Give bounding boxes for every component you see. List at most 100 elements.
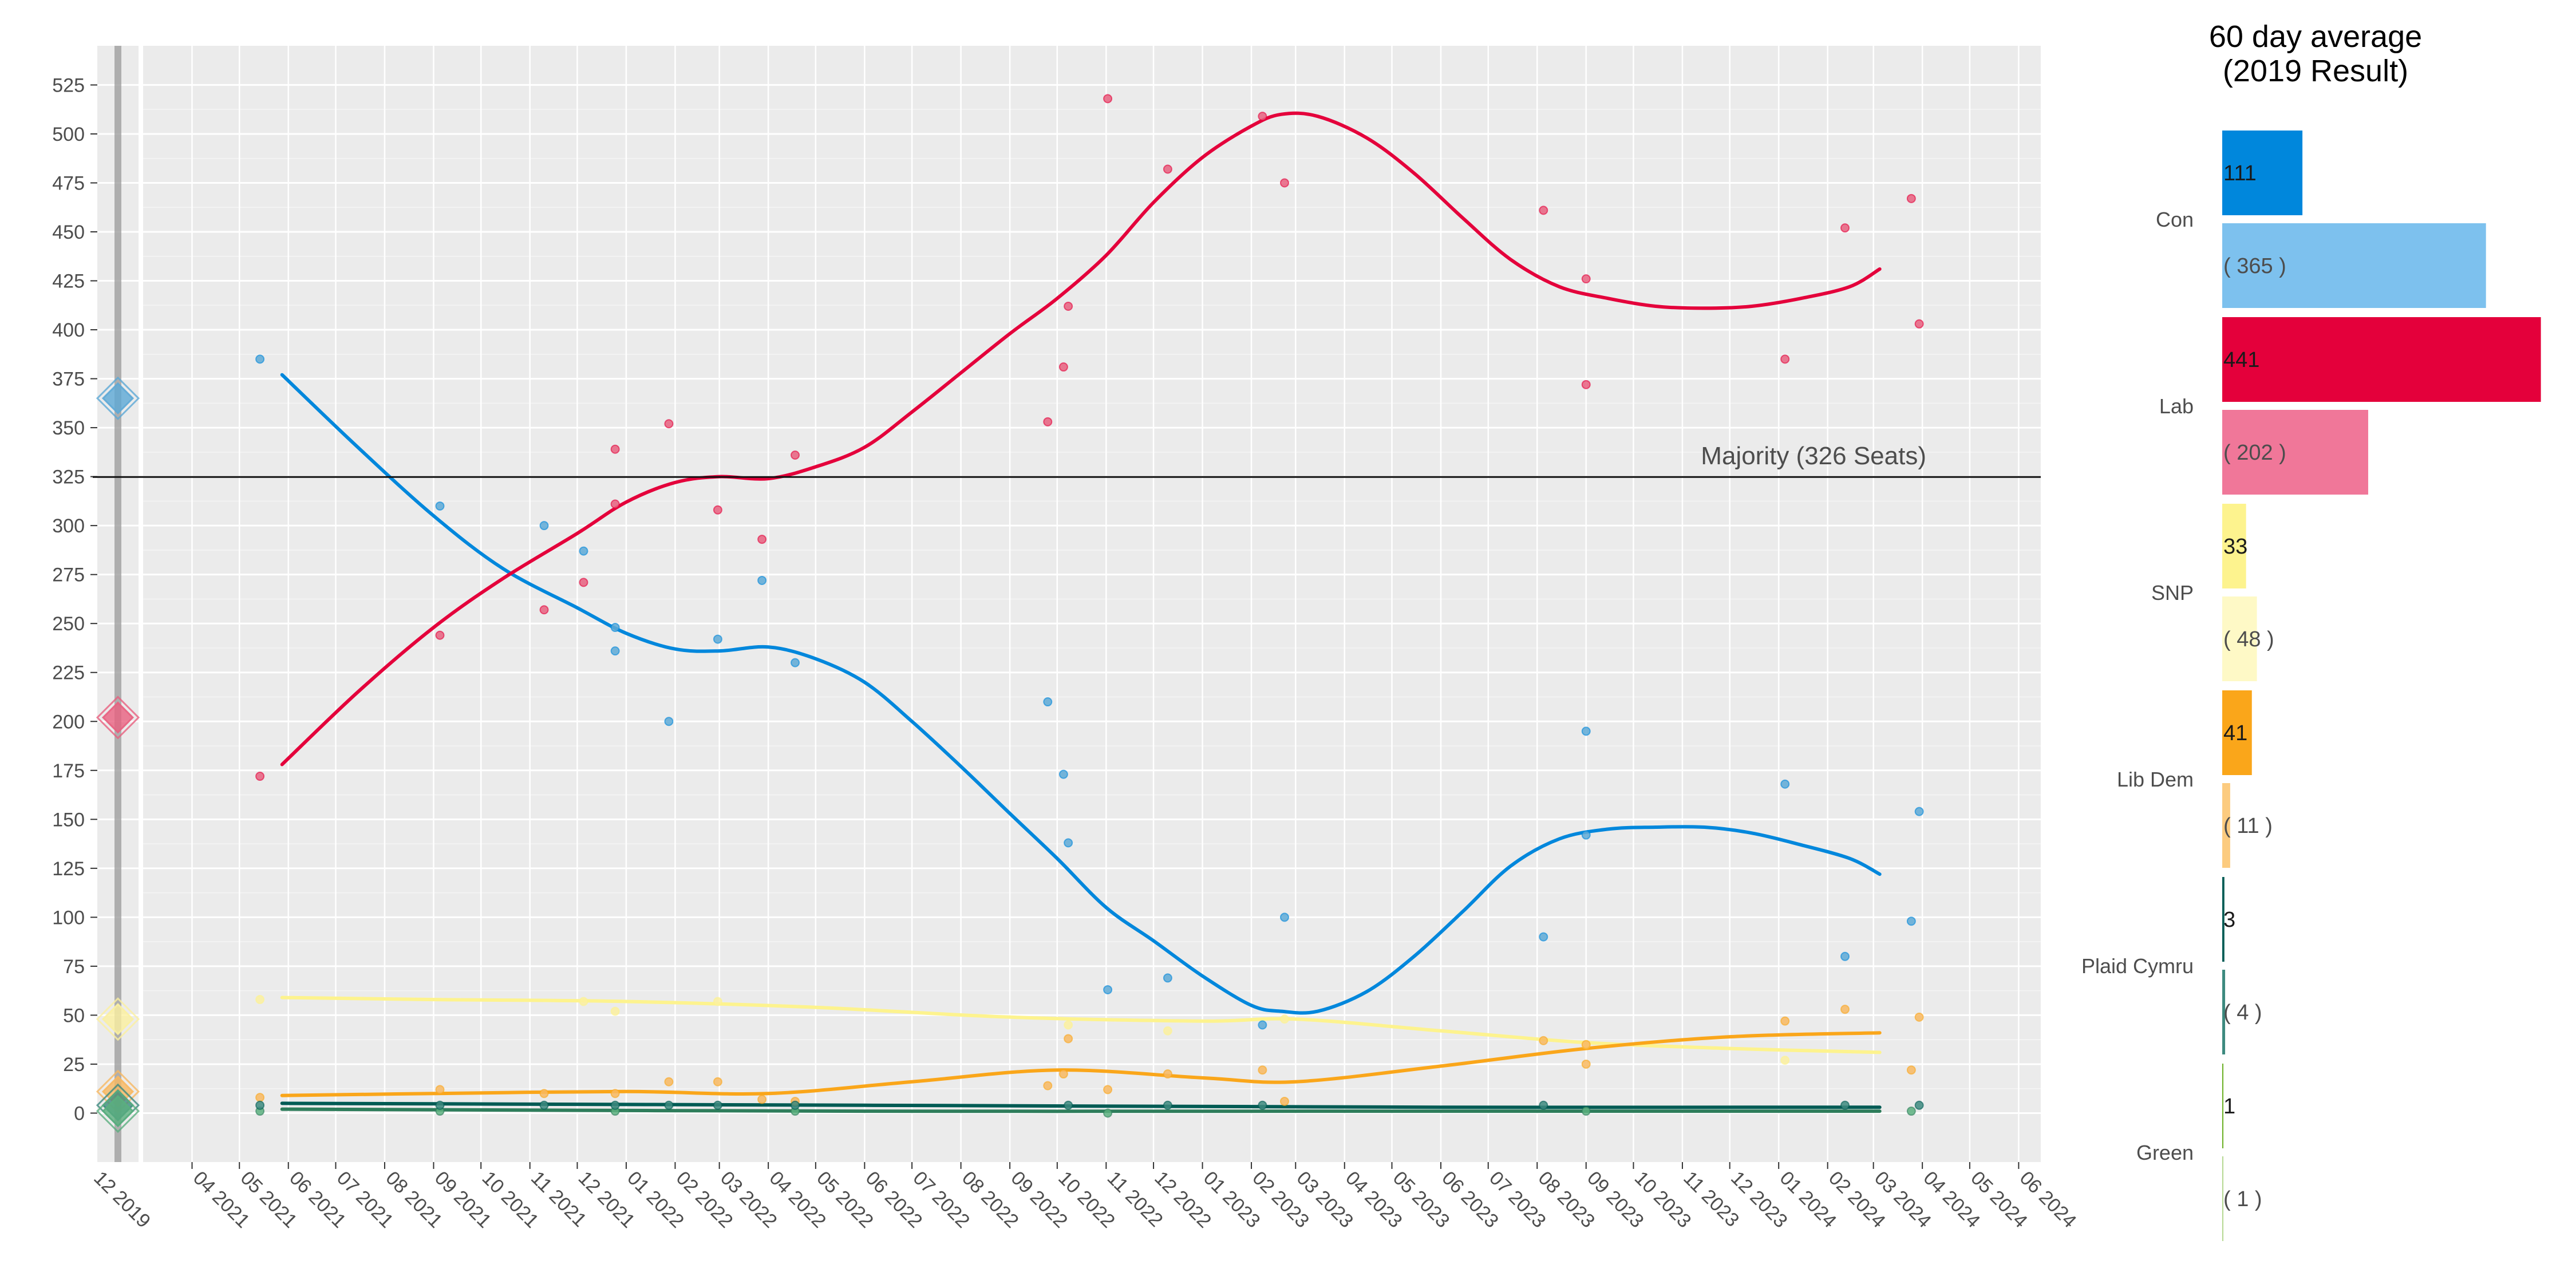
poll-point-lib-dem (1058, 1069, 1068, 1079)
bar-current-plaid-cymru (2222, 877, 2225, 962)
poll-point-lib-dem (435, 1085, 445, 1095)
poll-point-con (1906, 916, 1916, 926)
poll-point-lib-dem (1581, 1059, 1591, 1069)
bar-previous-lab (2222, 410, 2368, 495)
bar-current-value: 41 (2223, 721, 2247, 745)
bar-current-lib-dem (2222, 690, 2252, 775)
average-bar-panel: 60 day average (2019 Result) 111 ( 365 ) C… (2081, 19, 2541, 1241)
poll-point-lab (435, 630, 445, 640)
poll-point-plaid-cymru (539, 1100, 549, 1110)
poll-point-lab (757, 535, 767, 544)
poll-point-con (1103, 985, 1113, 994)
poll-point-plaid-cymru (610, 1100, 620, 1110)
poll-point-lib-dem (1043, 1081, 1053, 1091)
poll-point-lib-dem (610, 1089, 620, 1099)
poll-point-lib-dem (664, 1077, 674, 1086)
y-tick-label: 500 (52, 124, 85, 145)
panel-title: 60 day average (2209, 19, 2422, 54)
poll-point-con (1258, 1020, 1267, 1030)
poll-point-con (435, 501, 445, 511)
poll-point-lab (1581, 380, 1591, 389)
poll-point-plaid-cymru (1539, 1100, 1548, 1110)
bar-current-value: 3 (2223, 908, 2235, 932)
poll-point-con (791, 658, 800, 667)
poll-point-lab (1043, 417, 1053, 426)
poll-point-con (579, 546, 588, 556)
poll-point-lab (1064, 302, 1073, 311)
poll-point-con (1780, 779, 1790, 789)
poll-point-snp (1279, 1014, 1289, 1024)
y-tick-label: 525 (52, 74, 85, 96)
poll-point-lib-dem (1103, 1085, 1113, 1095)
poll-point-snp (713, 997, 722, 1006)
election-marker-con (101, 382, 135, 414)
trend-line-plaid-cymru (280, 1101, 1882, 1109)
party-label-green: Green (2136, 1141, 2194, 1164)
poll-point-lab (1058, 362, 1068, 372)
poll-point-lib-dem (1258, 1065, 1267, 1075)
trend-line-lib-dem (280, 1031, 1882, 1097)
poll-point-con (539, 521, 549, 531)
poll-point-lib-dem (1840, 1005, 1850, 1014)
poll-point-lab (1258, 112, 1267, 121)
poll-point-snp (1064, 1020, 1073, 1030)
plot-background (143, 46, 2041, 1162)
election-marker-ring-con (96, 376, 140, 420)
poll-point-lab (579, 578, 588, 587)
grid-lines (97, 46, 2041, 1162)
party-label-snp: SNP (2151, 581, 2194, 605)
poll-point-lab (713, 505, 722, 515)
poll-point-lab (610, 499, 620, 509)
poll-point-snp (610, 1006, 620, 1016)
poll-point-con (1064, 838, 1073, 848)
election-marker-snp (101, 1003, 135, 1036)
party-label-con: Con (2156, 208, 2194, 231)
y-tick-label: 400 (52, 319, 85, 341)
poll-point-con (1581, 726, 1591, 736)
y-tick-label: 250 (52, 613, 85, 635)
bar-previous-lib-dem (2222, 783, 2230, 868)
poll-point-lib-dem (1064, 1034, 1073, 1044)
poll-point-con (1539, 932, 1548, 942)
bar-current-value: 1 (2223, 1095, 2235, 1119)
poll-point-lib-dem (1780, 1016, 1790, 1026)
bar-previous-value: ( 48 ) (2223, 627, 2274, 651)
poll-point-plaid-cymru (1258, 1100, 1267, 1110)
bar-previous-green (2222, 1156, 2223, 1241)
poll-point-lab (664, 419, 674, 429)
poll-point-snp (1780, 1056, 1790, 1065)
poll-point-plaid-cymru (435, 1100, 445, 1110)
y-axis-ticks: 0 25 50 75 100 125 150 175 200 225 250 275 300 325 350… (52, 74, 97, 1124)
y-tick-label: 350 (52, 417, 85, 439)
bar-previous-value: ( 202 ) (2223, 441, 2286, 465)
y-tick-label: 0 (74, 1103, 85, 1124)
poll-point-plaid-cymru (1914, 1100, 1924, 1110)
poll-point-lib-dem (1914, 1012, 1924, 1022)
poll-point-lib-dem (539, 1089, 549, 1099)
bar-previous-con (2222, 223, 2486, 308)
poll-point-con (664, 717, 674, 726)
poll-point-lab (1103, 94, 1113, 104)
poll-point-lab (1914, 319, 1924, 329)
poll-point-lib-dem (757, 1095, 767, 1104)
poll-point-lab (255, 772, 265, 781)
trend-lines (280, 111, 1882, 1113)
election-marker-ring-lab (96, 696, 140, 740)
poll-point-lab (791, 451, 800, 460)
poll-point-con (1163, 973, 1172, 983)
majority-label: Majority (326 Seats) (1701, 442, 1926, 470)
poll-point-lab (1906, 193, 1916, 203)
poll-point-plaid-cymru (1064, 1100, 1073, 1110)
poll-point-con (255, 354, 265, 364)
poll-point-lib-dem (1906, 1065, 1916, 1075)
election-marker-green (101, 1095, 135, 1128)
poll-point-plaid-cymru (664, 1100, 674, 1110)
trend-line-lab (280, 111, 1882, 767)
election-marker-lab (101, 701, 135, 734)
poll-point-con (1058, 769, 1068, 779)
poll-point-lab (539, 605, 549, 615)
poll-point-lib-dem (1279, 1096, 1289, 1106)
y-tick-label: 450 (52, 222, 85, 243)
